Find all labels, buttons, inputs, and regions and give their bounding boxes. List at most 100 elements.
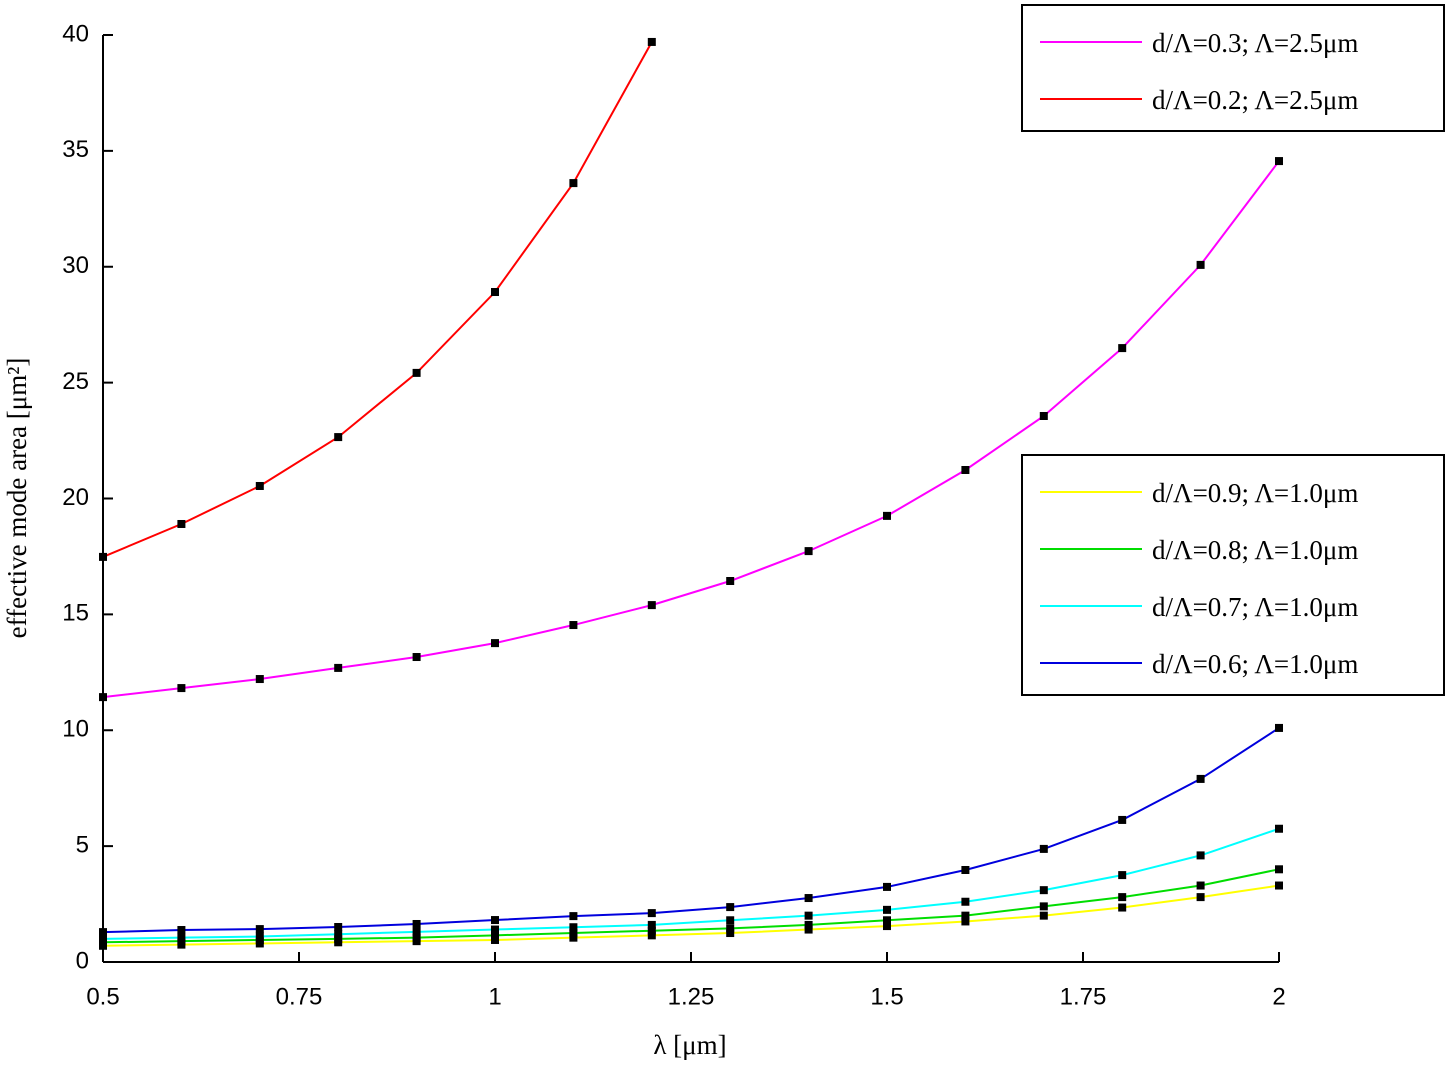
- data-marker: [1196, 774, 1205, 783]
- data-marker: [1039, 902, 1048, 911]
- data-marker: [569, 621, 578, 630]
- legend-label: d/Λ=0.6; Λ=1.0μm: [1152, 649, 1358, 679]
- legend-label: d/Λ=0.9; Λ=1.0μm: [1152, 478, 1358, 508]
- data-marker: [647, 920, 656, 929]
- data-marker: [255, 932, 264, 941]
- data-marker: [491, 639, 499, 648]
- x-tick-label: 0.75: [276, 983, 323, 1010]
- data-marker: [255, 481, 264, 490]
- x-tick-label: 1.5: [870, 983, 903, 1010]
- data-marker: [1275, 865, 1283, 874]
- y-axis-label: effective mode area [μm²]: [2, 358, 32, 639]
- data-marker: [647, 37, 656, 46]
- data-marker: [1196, 893, 1205, 902]
- data-marker: [1275, 723, 1283, 732]
- data-marker: [99, 934, 107, 943]
- data-marker: [334, 923, 343, 932]
- data-marker: [883, 882, 891, 891]
- x-tick-label: 1: [488, 983, 501, 1010]
- x-tick-label: 0.5: [86, 983, 119, 1010]
- series-line: [102, 160, 1280, 699]
- series-line: [102, 41, 653, 558]
- data-marker: [569, 933, 578, 942]
- data-marker: [569, 929, 578, 938]
- data-marker: [334, 433, 343, 442]
- data-marker: [726, 916, 735, 925]
- data-marker: [177, 933, 186, 942]
- data-marker: [961, 865, 970, 874]
- data-marker: [1275, 881, 1283, 890]
- y-tick-label: 0: [76, 947, 89, 974]
- data-marker: [1039, 911, 1048, 920]
- data-marker: [569, 923, 578, 932]
- x-tick-label: 1.75: [1060, 983, 1107, 1010]
- data-marker: [804, 894, 813, 903]
- data-marker: [647, 909, 656, 918]
- y-tick-label: 15: [62, 600, 89, 627]
- legend-label: d/Λ=0.3; Λ=2.5μm: [1152, 28, 1358, 58]
- data-marker: [647, 931, 656, 940]
- data-marker: [412, 919, 421, 928]
- x-tick-label: 1.25: [668, 983, 715, 1010]
- data-marker: [412, 933, 421, 942]
- data-marker: [255, 925, 264, 934]
- data-marker: [1039, 411, 1048, 420]
- data-marker: [569, 912, 578, 921]
- legend-label: d/Λ=0.7; Λ=1.0μm: [1152, 592, 1358, 622]
- data-marker: [961, 897, 970, 906]
- data-marker: [177, 519, 186, 528]
- data-marker: [491, 916, 499, 925]
- legend-label: d/Λ=0.2; Λ=2.5μm: [1152, 85, 1358, 115]
- data-marker: [1039, 844, 1048, 853]
- data-marker: [99, 693, 107, 702]
- data-marker: [726, 903, 735, 912]
- data-marker: [647, 601, 656, 610]
- data-marker: [726, 929, 735, 938]
- data-marker: [883, 511, 891, 520]
- data-marker: [491, 935, 499, 944]
- data-marker: [804, 911, 813, 920]
- data-marker: [99, 928, 107, 937]
- data-marker: [1196, 260, 1205, 269]
- series-line: [102, 868, 1280, 944]
- data-marker: [491, 931, 499, 940]
- data-marker: [961, 465, 970, 474]
- y-tick-label: 25: [62, 368, 89, 395]
- data-marker: [1275, 157, 1283, 166]
- data-marker: [412, 927, 421, 936]
- series-line: [102, 884, 1280, 947]
- data-marker: [491, 925, 499, 934]
- legend-label: d/Λ=0.8; Λ=1.0μm: [1152, 535, 1358, 565]
- y-tick-label: 5: [76, 831, 89, 858]
- x-axis-label: λ [μm]: [653, 1030, 726, 1060]
- data-marker: [255, 675, 264, 684]
- data-marker: [569, 179, 578, 188]
- data-marker: [804, 925, 813, 934]
- data-marker: [412, 368, 421, 377]
- data-marker: [883, 905, 891, 914]
- data-marker: [99, 552, 107, 561]
- data-marker: [177, 926, 186, 935]
- data-marker: [647, 926, 656, 935]
- data-marker: [1118, 903, 1127, 912]
- data-marker: [1118, 893, 1127, 902]
- data-marker: [1118, 871, 1127, 880]
- data-marker: [1118, 815, 1127, 824]
- data-marker: [334, 663, 343, 672]
- data-marker: [1118, 344, 1127, 353]
- data-marker: [491, 288, 499, 297]
- y-tick-label: 20: [62, 484, 89, 511]
- x-tick-label: 2: [1272, 983, 1285, 1010]
- legend-box: [1021, 454, 1445, 696]
- data-marker: [961, 911, 970, 920]
- legend-box: [1021, 4, 1445, 132]
- data-marker: [726, 924, 735, 933]
- data-marker: [1196, 851, 1205, 860]
- data-marker: [804, 920, 813, 929]
- data-marker: [883, 916, 891, 925]
- data-marker: [334, 930, 343, 939]
- y-tick-label: 35: [62, 136, 89, 163]
- data-marker: [1275, 824, 1283, 833]
- data-marker: [726, 577, 735, 586]
